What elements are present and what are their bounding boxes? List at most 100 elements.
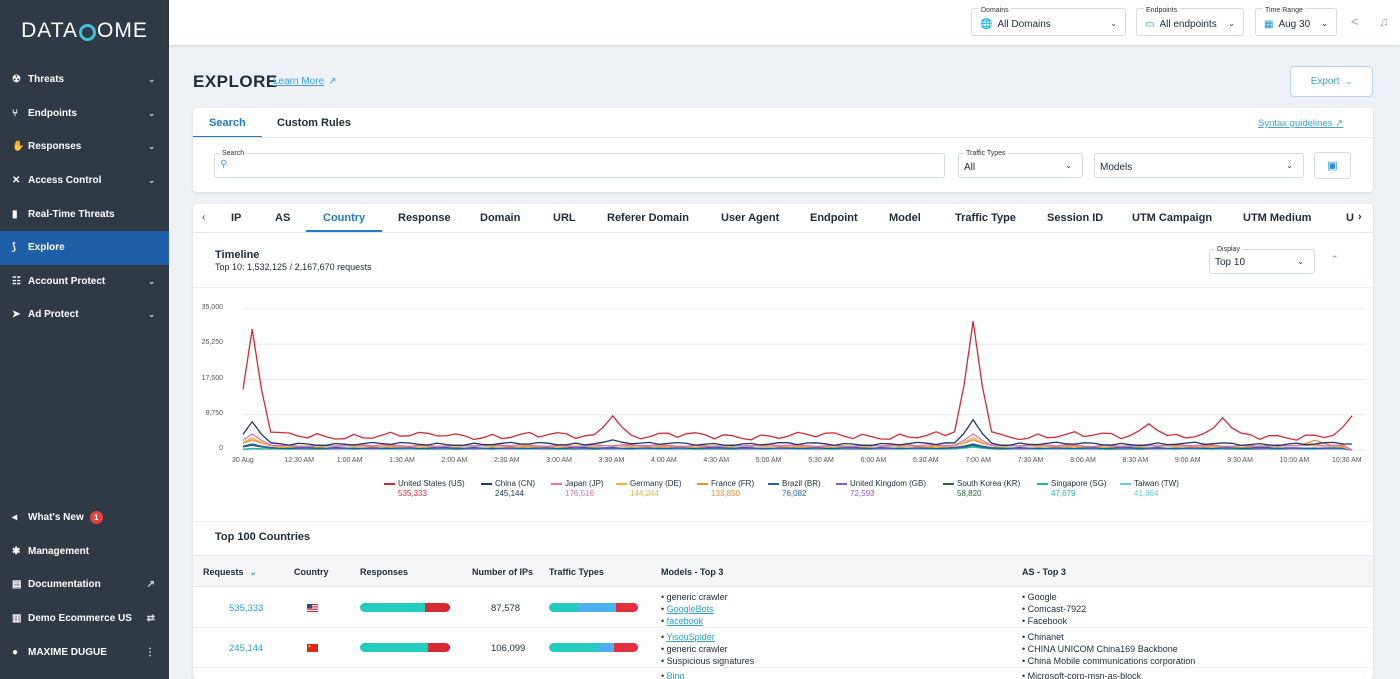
tab-response[interactable]: Response [398, 212, 451, 224]
model-item[interactable]: GoogleBots [661, 603, 728, 615]
legend-item-united-states-us[interactable]: United States (US) 535,333 [384, 479, 465, 498]
tab-referer-domain[interactable]: Referer Domain [607, 212, 689, 224]
sidebar-item-label: Real-Time Threats [28, 208, 115, 220]
tab-user-agent[interactable]: User Agent [721, 212, 780, 224]
sidebar-item-real-time-threats[interactable]: ▮ Real-Time Threats [0, 197, 169, 231]
model-name: Bing [666, 671, 685, 679]
model-item[interactable]: YisouSpider [661, 631, 754, 643]
sidebar-item-ad-protect[interactable]: ➤ Ad Protect ⌄ [0, 298, 169, 332]
sidebar-item-threats[interactable]: ☢ Threats ⌄ [0, 63, 169, 97]
legend-item-singapore-sg[interactable]: Singapore (SG) 47,679 [1037, 479, 1107, 498]
flag-us-icon [307, 604, 318, 615]
save-search-button[interactable]: ▣ [1314, 152, 1351, 179]
tab-ip[interactable]: IP [231, 212, 242, 224]
logo-text-left: DATA [21, 19, 79, 42]
requests-value[interactable]: 245,144 [229, 643, 264, 654]
legend-total: 144,244 [630, 489, 659, 498]
sidebar-item-access-control[interactable]: ✕ Access Control ⌄ [0, 164, 169, 198]
tab-model[interactable]: Model [889, 212, 921, 224]
tab-as[interactable]: AS [275, 212, 291, 224]
responses-bar-segment [449, 603, 450, 612]
column-header-responses[interactable]: Responses [360, 567, 408, 577]
column-header-as-top-3[interactable]: AS - Top 3 [1022, 567, 1066, 577]
share-icon[interactable]: < [1351, 14, 1359, 29]
tab-search[interactable]: Search [193, 117, 262, 138]
traffic-types-bar-segment [578, 603, 616, 612]
sidebar-item-responses[interactable]: ✋ Responses ⌄ [0, 130, 169, 164]
syntax-guidelines-link[interactable]: Syntax guidelines ↗ [1258, 118, 1343, 129]
datadome-logo[interactable]: DATA OME [0, 0, 169, 62]
legend-total: 47,679 [1051, 489, 1076, 498]
divider [193, 137, 1373, 138]
sidebar-item-label: Threats [28, 74, 65, 86]
tab-search-label: Search [209, 117, 246, 129]
tab-traffic-type[interactable]: Traffic Type [955, 212, 1016, 224]
sidebar-item-endpoints[interactable]: ⑂ Endpoints ⌄ [0, 97, 169, 131]
requests-value[interactable]: 535,333 [229, 603, 264, 614]
tab-custom-rules[interactable]: Custom Rules [261, 117, 367, 138]
x-tick-label: 6:30 AM [912, 457, 939, 464]
sidebar-item-demo-ecommerce-us[interactable]: ▥ Demo Ecommerce US ⇄ [0, 602, 169, 636]
legend-item-france-fr[interactable]: France (FR) 133,850 [697, 479, 754, 498]
tabs-scroll-right-icon[interactable]: › [1358, 211, 1362, 223]
column-header-requests[interactable]: Requests ⌄ [203, 567, 257, 578]
endpoints-select[interactable]: Endpoints ▭ All endpoints ⌄ [1136, 7, 1244, 36]
legend-item-south-korea-kr[interactable]: South Korea (KR) 58,820 [943, 479, 1021, 498]
tab-url[interactable]: URL [553, 212, 576, 224]
legend-item-china-cn[interactable]: China (CN) 245,144 [481, 479, 535, 498]
globe-icon: 🌐 [980, 19, 993, 30]
tab-u[interactable]: U [1346, 212, 1354, 224]
sidebar-item-management[interactable]: ✱ Management [0, 535, 169, 569]
x-tick-label: 4:00 AM [651, 457, 677, 464]
legend-item-united-kingdom-gb[interactable]: United Kingdom (GB) 72,593 [836, 479, 926, 498]
sidebar-item-label: Endpoints [28, 107, 77, 119]
sidebar-item-maxime-dugue[interactable]: ● MAXIME DUGUE ⋮ [0, 635, 169, 669]
bell-icon[interactable]: ♫ [1379, 14, 1389, 29]
tab-utm-campaign[interactable]: UTM Campaign [1132, 212, 1213, 224]
x-tick-label: 1:00 AM [336, 457, 363, 464]
tab-domain[interactable]: Domain [480, 212, 521, 224]
responses-bar [360, 603, 450, 612]
model-item[interactable]: Bing [661, 670, 685, 679]
column-header-models-top-3[interactable]: Models - Top 3 [661, 567, 723, 577]
model-item[interactable]: facebook [661, 615, 728, 627]
column-header-traffic-types[interactable]: Traffic Types [549, 567, 604, 577]
logo-text-right: OME [97, 19, 148, 42]
column-header-country[interactable]: Country [294, 567, 329, 577]
traffic-types-bar-segment [549, 603, 579, 612]
sidebar-item-documentation[interactable]: ▤ Documentation ↗ [0, 568, 169, 602]
column-header-number-of-ips[interactable]: Number of IPs [472, 567, 533, 577]
traffic-types-select[interactable]: Traffic Types All ⌄ [958, 150, 1083, 178]
display-select[interactable]: Display Top 10 ⌄ [1209, 246, 1315, 274]
endpoints-icon: ⑂ [12, 107, 18, 119]
calendar-icon: ▦ [1264, 19, 1274, 30]
collapse-timeline-icon[interactable]: ⌃ [1331, 254, 1339, 264]
legend-item-japan-jp[interactable]: Japan (JP) 176,516 [551, 479, 604, 498]
tab-utm-medium[interactable]: UTM Medium [1243, 212, 1312, 224]
legend-item-taiwan-tw[interactable]: Taiwan (TW) 41,864 [1120, 479, 1179, 498]
models-select[interactable]: Models ⌄ [1094, 153, 1304, 178]
tabs-scroll-left-icon[interactable]: ‹ [202, 212, 206, 223]
column-header-label: Requests [203, 567, 244, 577]
legend-swatch [1037, 482, 1048, 485]
learn-more-link[interactable]: Learn More ↗ [273, 76, 337, 87]
sidebar-item-what-s-new[interactable]: ◂ What's New 1 [0, 501, 169, 535]
as-item: CHINA UNICOM China169 Backbone [1022, 643, 1195, 655]
tab-session-id[interactable]: Session ID [1047, 212, 1104, 224]
sidebar-item-account-protect[interactable]: ☷ Account Protect ⌄ [0, 265, 169, 299]
explore-icon: ⟆ [12, 242, 16, 254]
legend-label: South Korea (KR) [957, 479, 1021, 488]
y-tick-label: 26,250 [201, 339, 223, 347]
legend-item-germany-de[interactable]: Germany (DE) 144,244 [616, 479, 682, 498]
export-button[interactable]: Export ⌄ [1290, 66, 1373, 97]
ips-value: 106,099 [491, 643, 526, 654]
time-range-select[interactable]: Time Range ▦ Aug 30 ⌄ [1255, 7, 1337, 36]
domains-select[interactable]: Domains 🌐 All Domains ⌄ [971, 7, 1126, 36]
tab-endpoint[interactable]: Endpoint [810, 212, 858, 224]
search-input[interactable]: Search ⚲ [214, 150, 945, 178]
sidebar-item-explore[interactable]: ⟆ Explore [0, 230, 169, 265]
traffic-types-bar-segment [613, 643, 638, 652]
legend-item-brazil-br[interactable]: Brazil (BR) 76,082 [768, 479, 821, 498]
tab-country[interactable]: Country [323, 212, 366, 224]
search-label: Search [220, 150, 247, 157]
